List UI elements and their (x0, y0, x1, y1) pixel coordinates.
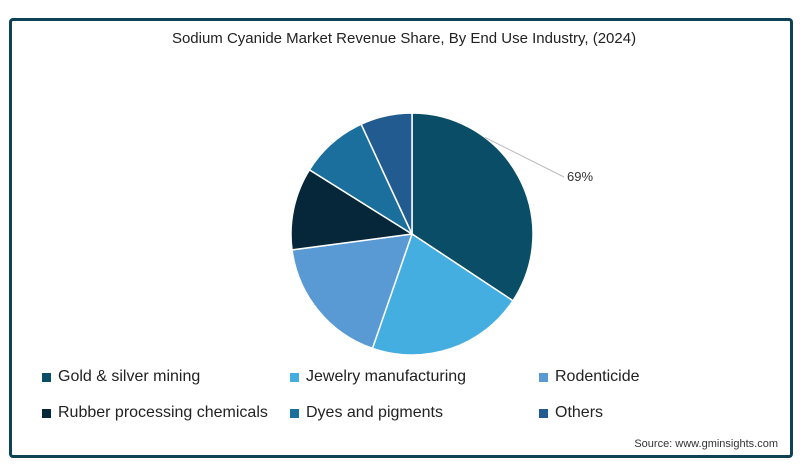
legend-item: Rubber processing chemicals (42, 404, 268, 422)
legend-swatch (539, 408, 548, 418)
chart-title: Sodium Cyanide Market Revenue Share, By … (171, 30, 637, 47)
legend-swatch (290, 372, 299, 382)
legend-item: Gold & silver mining (42, 368, 200, 386)
legend-swatch (290, 408, 299, 418)
legend-item: Rodenticide (539, 368, 640, 386)
legend-item: Others (539, 404, 603, 422)
legend-swatch (42, 372, 51, 382)
legend-swatch (42, 408, 51, 418)
legend-item: Jewelry manufacturing (290, 368, 466, 386)
pie-slice-rubber-processing-chemicals (290, 168, 415, 251)
annotation-leader-line (484, 136, 565, 178)
legend-label: Rodenticide (555, 368, 640, 385)
annotation-label: 69% (567, 169, 593, 184)
legend-label: Dyes and pigments (306, 404, 443, 421)
source-note: Source: www.gminsights.com (634, 438, 778, 450)
legend-label: Jewelry manufacturing (306, 368, 467, 385)
pie-slice-rodenticide (291, 233, 414, 350)
legend-item: Dyes and pigments (290, 404, 443, 422)
legend-swatch (539, 372, 548, 382)
legend-label: Others (555, 404, 604, 421)
legend-label: Rubber processing chemicals (58, 404, 268, 421)
legend-label: Gold & silver mining (58, 368, 201, 385)
pie-slice-jewelry-manufacturing (371, 232, 514, 356)
pie-slice-others (360, 112, 413, 235)
